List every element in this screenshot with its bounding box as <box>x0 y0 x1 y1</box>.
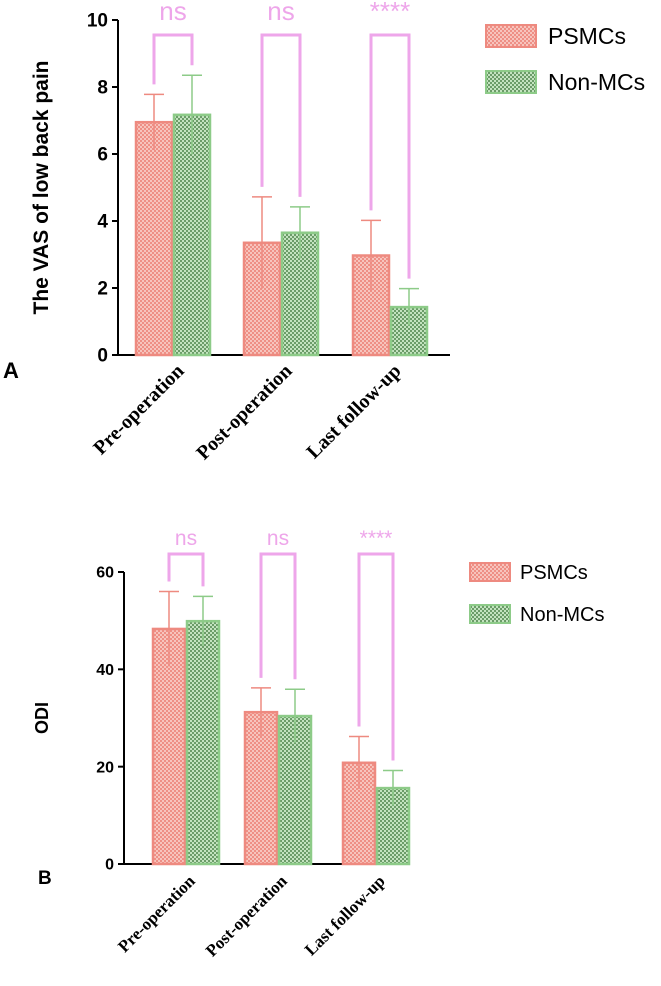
x-category-label: Post-operation <box>202 871 291 960</box>
legend-label: PSMCs <box>548 23 626 49</box>
y-tick-label: 4 <box>97 212 108 233</box>
y-tick-label: 20 <box>96 759 114 776</box>
significance-label: ns <box>175 527 197 550</box>
significance-label: ns <box>267 0 294 26</box>
bar-psmcs <box>151 627 187 866</box>
chart-panel-a: 0 2 4 6 8 10 The VAS of low back pain A Pre-oper… <box>3 0 645 464</box>
y-tick-label: 8 <box>97 78 108 99</box>
legend-swatch-psmcs <box>469 562 511 582</box>
significance-bracket <box>357 552 395 761</box>
y-axis-title: The VAS of low back pain <box>30 61 53 315</box>
legend-label: PSMCs <box>520 562 588 584</box>
y-tick-label: 40 <box>96 662 114 679</box>
x-category-label: Last follow-up <box>302 360 405 463</box>
legend-label: Non-MCs <box>548 69 645 95</box>
bar-non-mcs <box>280 231 320 357</box>
y-tick-label: 60 <box>96 565 114 582</box>
significance-bracket <box>369 33 411 279</box>
y-tick-label: 2 <box>97 279 108 300</box>
legend-swatch-non-mcs <box>469 604 511 624</box>
chart-panel-b: 0 20 40 60 ODI B Pre-operation Post-operation La… <box>32 527 604 960</box>
y-tick-label: 10 <box>87 11 108 32</box>
panel-label: A <box>3 358 19 383</box>
legend-label: Non-MCs <box>520 604 604 626</box>
significance-bracket <box>260 33 302 197</box>
y-tick-label: 0 <box>105 857 114 874</box>
x-category-label: Post-operation <box>192 360 296 464</box>
bar-psmcs <box>134 120 174 357</box>
significance-label: **** <box>360 527 393 550</box>
significance-label: **** <box>370 0 410 26</box>
bar-non-mcs <box>185 619 221 866</box>
legend-swatch-psmcs <box>485 24 537 48</box>
y-tick-label: 0 <box>97 346 108 367</box>
significance-bracket <box>152 33 194 85</box>
panel-label: B <box>38 868 52 889</box>
x-category-label: Pre-operation <box>89 360 188 459</box>
significance-bracket <box>259 552 297 680</box>
legend-swatch-non-mcs <box>485 70 537 94</box>
y-tick-label: 6 <box>97 145 108 166</box>
significance-label: ns <box>159 0 186 26</box>
y-axis-title: ODI <box>32 702 52 734</box>
significance-label: ns <box>267 527 289 550</box>
x-category-label: Pre-operation <box>114 871 199 956</box>
x-category-label: Last follow-up <box>301 871 389 959</box>
significance-bracket <box>167 552 205 587</box>
